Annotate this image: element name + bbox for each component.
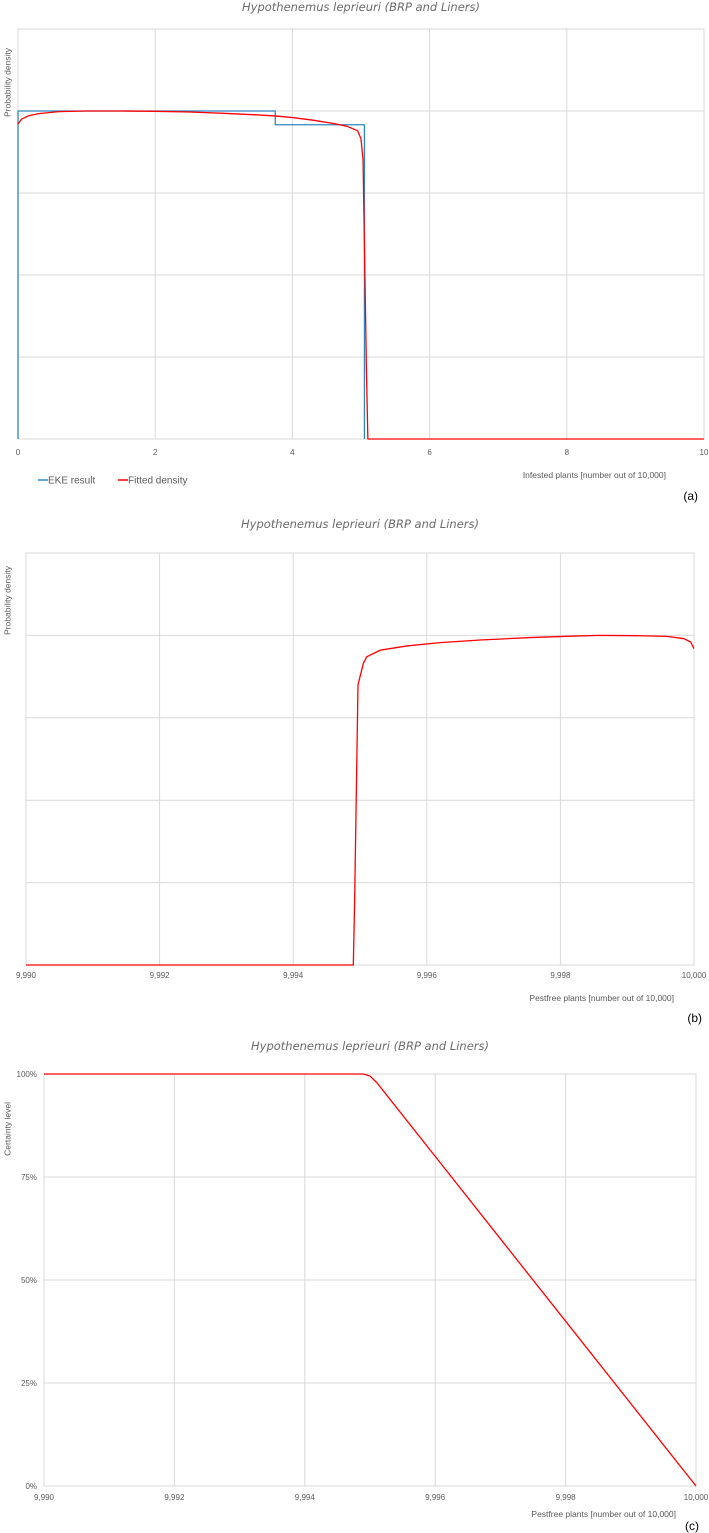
- x-tick-label: 6: [427, 448, 432, 457]
- legend-label: EKE result: [48, 476, 95, 487]
- eke-result-line: [17, 110, 366, 439]
- x-tick-label: 8: [565, 448, 570, 457]
- x-tick-label: 4: [290, 448, 295, 457]
- chart-title: Hypothenemus leprieuri (BRP and Liners): [251, 1039, 489, 1053]
- legend-item: EKE result: [38, 476, 95, 487]
- chart-title: Hypothenemus leprieuri (BRP and Liners): [241, 517, 479, 531]
- x-tick-label: 9,992: [164, 1493, 185, 1502]
- y-tick-label: 75%: [21, 1173, 37, 1182]
- y-axis-label: Probability density: [2, 47, 12, 117]
- x-tick-label: 9,994: [295, 1493, 316, 1502]
- panel-label: (a): [683, 489, 698, 503]
- x-tick-label: 10,000: [684, 1493, 709, 1502]
- x-tick-label: 9,992: [150, 971, 171, 980]
- x-tick-label: 9,998: [556, 1493, 577, 1502]
- x-tick-label: 0: [16, 448, 21, 457]
- fitted-line: [44, 1073, 697, 1487]
- chart-panel-2: Hypothenemus leprieuri (BRP and Liners) 9…: [2, 517, 707, 1025]
- x-axis-label: Infested plants [number out of 10,000]: [523, 470, 666, 480]
- x-tick-label: 10,000: [682, 971, 707, 980]
- chart-panel-3: Hypothenemus leprieuri (BRP and Liners) 9…: [2, 1039, 709, 1533]
- panel-label: (b): [687, 1011, 702, 1025]
- x-tick-label: 2: [153, 448, 158, 457]
- x-tick-label: 9,990: [34, 1493, 55, 1502]
- legend-label: Fitted density: [128, 476, 187, 487]
- y-tick-label: 0%: [25, 1482, 37, 1491]
- y-axis-label: Certainty level: [2, 1102, 12, 1156]
- plot-area: [17, 28, 705, 440]
- plot-area: [25, 552, 695, 966]
- fitted-line: [26, 634, 695, 966]
- x-tick-label: 9,996: [425, 1493, 446, 1502]
- legend-item: Fitted density: [118, 476, 187, 487]
- x-tick-label: 9,994: [283, 971, 304, 980]
- y-axis-label: Probability density: [2, 565, 12, 635]
- fitted-density-line: [17, 110, 704, 440]
- panel-label: (c): [685, 1519, 699, 1533]
- x-tick-label: 10: [700, 448, 709, 457]
- x-tick-label: 9,990: [16, 971, 37, 980]
- y-tick-label: 100%: [17, 1070, 37, 1079]
- x-tick-label: 9,996: [417, 971, 438, 980]
- chart-title: Hypothenemus leprieuri (BRP and Liners): [242, 0, 480, 14]
- x-axis-label: Pestfree plants [number out of 10,000]: [531, 1509, 676, 1519]
- y-tick-label: 50%: [21, 1276, 37, 1285]
- x-axis-label: Pestfree plants [number out of 10,000]: [529, 993, 674, 1003]
- x-tick-label: 9,998: [550, 971, 571, 980]
- y-tick-label: 25%: [21, 1379, 37, 1388]
- chart-panel-1: Hypothenemus leprieuri (BRP and Liners) 0…: [2, 0, 709, 503]
